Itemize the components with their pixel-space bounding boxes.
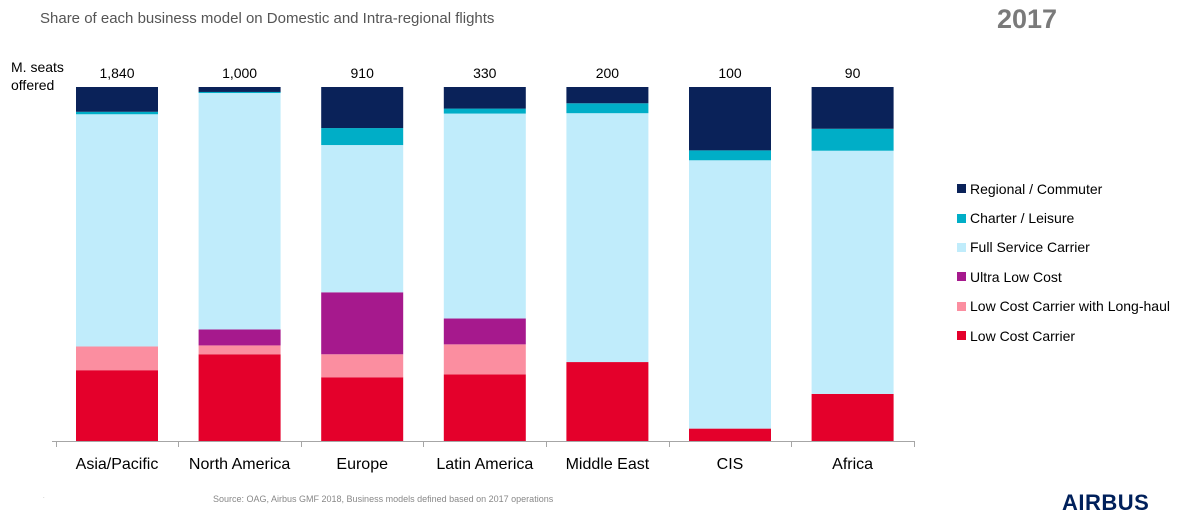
stacked-bar-chart: 1,840 Asia/Pacific 1,000 North America 910 Eu… [52,65,915,473]
legend-label-0: Regional / Commuter [970,180,1103,197]
bar-segment-0-5 [76,87,158,112]
category-label-0: Asia/Pacific [76,456,159,473]
total-label-4: 200 [596,65,620,81]
bar-segment-2-3 [321,145,404,293]
bar-segment-3-4 [443,108,526,114]
legend-item-1: Charter / Leisure [957,203,1170,232]
bar-segment-1-4 [198,91,281,94]
bar-segment-6-5 [811,87,894,129]
bar-segment-2-1 [321,354,404,378]
bar-segment-1-2 [198,329,281,346]
legend-item-4: Low Cost Carrier with Long-haul [957,292,1170,321]
legend-swatch-5 [957,331,966,341]
bar-segment-6-0 [811,393,894,441]
bar-segment-5-0 [689,428,771,441]
bar-segment-3-1 [443,344,526,375]
bar-segment-1-5 [198,87,281,92]
bar-segment-6-3 [811,150,894,394]
legend-swatch-1 [957,213,966,223]
category-label-6: Africa [832,456,873,473]
bar-segment-4-3 [566,113,649,363]
legend-item-3: Ultra Low Cost [957,262,1170,291]
seats-label-line2: offered [11,77,55,93]
bar-segment-2-2 [321,292,404,355]
bar-segment-4-5 [566,87,649,104]
source-note: Source: OAG, Airbus GMF 2018, Business m… [213,494,554,504]
bar-segment-6-4 [811,128,894,151]
year-label: 2017 [997,4,1058,34]
bar-segment-3-0 [443,374,526,441]
total-label-3: 330 [473,65,497,81]
bar-segment-5-4 [689,150,771,161]
legend-swatch-0 [957,184,966,194]
bar-segment-3-5 [443,87,526,109]
bar-segment-2-0 [321,377,404,441]
bar-segment-3-2 [443,318,526,345]
legend-label-4: Low Cost Carrier with Long-haul [970,298,1170,315]
chart-legend: Regional / Commuter Charter / Leisure Full… [957,174,1170,350]
seats-label-line1: M. seats [11,59,64,75]
legend-label-5: Low Cost Carrier [970,327,1076,344]
legend-swatch-4 [957,301,966,311]
legend-label-1: Charter / Leisure [970,210,1075,227]
legend-item-0: Regional / Commuter [957,174,1170,203]
legend-swatch-3 [957,272,966,282]
chart-title: Share of each business model on Domestic… [40,10,495,27]
legend-label-2: Full Service Carrier [970,239,1090,256]
bar-segment-5-3 [689,160,771,429]
bar-segment-4-0 [566,362,649,441]
seats-offered-label: M. seats offered [11,58,64,94]
airbus-logo: AIRBUS [1062,490,1150,515]
bar-segment-2-4 [321,128,404,146]
category-label-2: Europe [336,456,388,473]
bar-segment-2-5 [321,87,404,129]
legend-label-3: Ultra Low Cost [970,268,1062,285]
bar-segment-3-3 [443,113,526,319]
legend-item-5: Low Cost Carrier [957,321,1170,350]
category-label-5: CIS [717,456,744,473]
category-label-1: North America [189,456,290,473]
legend-item-2: Full Service Carrier [957,233,1170,262]
bar-segment-1-1 [198,345,281,355]
total-label-2: 910 [351,65,375,81]
bar-segment-0-1 [76,346,158,371]
total-label-0: 1,840 [99,65,134,81]
bar-segment-0-3 [76,114,158,347]
bar-segment-5-5 [689,87,771,151]
total-label-6: 90 [845,65,861,81]
slide-marker: . [43,494,45,500]
bar-segment-4-4 [566,103,649,114]
total-label-5: 100 [718,65,742,81]
bar-segment-1-3 [198,93,281,330]
bar-segment-1-0 [198,354,281,441]
total-label-1: 1,000 [222,65,257,81]
category-label-4: Middle East [566,456,650,473]
bar-segment-0-4 [76,111,158,115]
bar-segment-0-0 [76,370,158,441]
category-label-3: Latin America [436,456,533,473]
legend-swatch-2 [957,242,966,252]
